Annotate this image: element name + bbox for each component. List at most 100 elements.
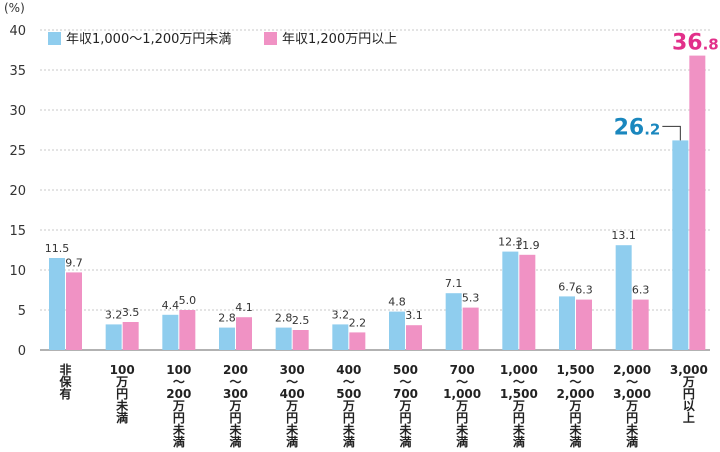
category-label: 未 bbox=[455, 422, 468, 437]
bar bbox=[49, 258, 65, 350]
category-label: 700 bbox=[393, 387, 418, 401]
category-label: 〜 bbox=[286, 375, 298, 389]
category-label: 100 bbox=[110, 363, 135, 377]
bar bbox=[406, 325, 422, 350]
bar bbox=[122, 322, 139, 350]
category-label: 200 bbox=[166, 387, 191, 401]
bar bbox=[462, 307, 479, 350]
bar bbox=[66, 272, 82, 350]
category-label: 非 bbox=[59, 362, 71, 377]
category-label: 1,500 bbox=[500, 387, 538, 401]
category-label: 万 bbox=[398, 399, 411, 413]
category-label: 満 bbox=[116, 410, 128, 425]
data-label: 2.8 bbox=[275, 312, 293, 325]
category-label: 未 bbox=[398, 422, 411, 437]
category-label: 未 bbox=[228, 422, 241, 437]
category-label: 満 bbox=[626, 434, 638, 449]
data-label: 4.4 bbox=[162, 299, 180, 312]
data-label: 2.5 bbox=[292, 314, 310, 327]
legend-label: 年収1,200万円以上 bbox=[282, 32, 397, 47]
category-label: 満 bbox=[229, 434, 241, 449]
data-label: 3.5 bbox=[122, 306, 140, 319]
category-label: 300 bbox=[280, 363, 305, 377]
data-label: 5.3 bbox=[462, 292, 480, 305]
bar bbox=[236, 317, 252, 350]
y-axis-unit: (%) bbox=[4, 1, 25, 15]
category-label: 未 bbox=[625, 422, 638, 437]
data-label: 11.9 bbox=[515, 239, 540, 252]
category-label: 未 bbox=[512, 422, 525, 437]
category-label: 満 bbox=[569, 434, 581, 449]
category-label: 万 bbox=[455, 399, 468, 413]
y-tick-label: 35 bbox=[9, 64, 26, 79]
category-label: 円 bbox=[173, 411, 185, 425]
bar bbox=[632, 299, 649, 350]
callout-label: 36.8 bbox=[672, 31, 719, 56]
category-label: 2,000 bbox=[557, 387, 595, 401]
bar bbox=[105, 324, 122, 350]
category-label: 未 bbox=[342, 422, 355, 437]
category-label: 有 bbox=[59, 386, 71, 401]
bar bbox=[672, 140, 689, 350]
category-label: 〜 bbox=[569, 375, 581, 389]
category-label: 満 bbox=[399, 434, 411, 449]
data-label: 6.7 bbox=[558, 280, 576, 293]
category-label: 500 bbox=[393, 363, 418, 377]
category-label: 未 bbox=[172, 422, 185, 437]
bar bbox=[445, 293, 462, 350]
category-label: 〜 bbox=[399, 375, 411, 389]
category-label: 1,000 bbox=[443, 387, 481, 401]
bar bbox=[162, 314, 179, 350]
category-label: 円 bbox=[343, 411, 355, 425]
bar bbox=[615, 245, 632, 350]
category-label: 未 bbox=[115, 398, 128, 413]
bar bbox=[559, 296, 575, 350]
category-label: 〜 bbox=[513, 375, 525, 389]
category-label: 万 bbox=[342, 399, 355, 413]
data-label: 2.2 bbox=[349, 316, 367, 329]
category-label: 〜 bbox=[626, 375, 638, 389]
category-label: 万 bbox=[228, 399, 241, 413]
category-label: 300 bbox=[223, 387, 248, 401]
y-tick-label: 30 bbox=[9, 104, 26, 119]
category-label: 満 bbox=[343, 434, 355, 449]
bar bbox=[689, 55, 706, 350]
y-tick-label: 15 bbox=[9, 224, 26, 239]
bar bbox=[179, 310, 196, 350]
category-label: 保 bbox=[58, 374, 72, 389]
category-label: 満 bbox=[173, 434, 185, 449]
category-label: 円 bbox=[229, 411, 241, 425]
y-tick-label: 40 bbox=[9, 24, 26, 39]
category-label: 100 bbox=[166, 363, 191, 377]
legend-label: 年収1,000〜1,200万円未満 bbox=[66, 32, 231, 47]
category-label: 2,000 bbox=[613, 363, 651, 377]
y-tick-label: 20 bbox=[9, 184, 26, 199]
data-label: 11.5 bbox=[45, 242, 70, 255]
category-label: 〜 bbox=[229, 375, 241, 389]
category-label: 円 bbox=[513, 411, 525, 425]
bar bbox=[332, 324, 349, 350]
y-tick-label: 0 bbox=[18, 344, 26, 359]
bar bbox=[349, 332, 366, 350]
legend-swatch bbox=[264, 32, 277, 45]
category-label: 満 bbox=[286, 434, 298, 449]
category-label: 〜 bbox=[456, 375, 468, 389]
y-tick-label: 5 bbox=[18, 304, 26, 319]
category-label: 3,000 bbox=[613, 387, 651, 401]
category-label: 万 bbox=[568, 399, 581, 413]
legend-swatch bbox=[48, 32, 61, 45]
category-label: 〜 bbox=[343, 375, 355, 389]
category-label: 500 bbox=[336, 387, 361, 401]
category-label: 〜 bbox=[173, 375, 185, 389]
data-label: 6.3 bbox=[632, 284, 650, 297]
bar bbox=[275, 327, 292, 350]
category-label: 700 bbox=[450, 363, 475, 377]
data-label: 5.0 bbox=[179, 294, 197, 307]
data-label: 9.7 bbox=[65, 256, 83, 269]
category-label: 未 bbox=[568, 422, 581, 437]
bar bbox=[576, 299, 592, 350]
category-label: 未 bbox=[285, 422, 298, 437]
category-label: 上 bbox=[683, 410, 695, 425]
category-label: 万 bbox=[512, 399, 525, 413]
